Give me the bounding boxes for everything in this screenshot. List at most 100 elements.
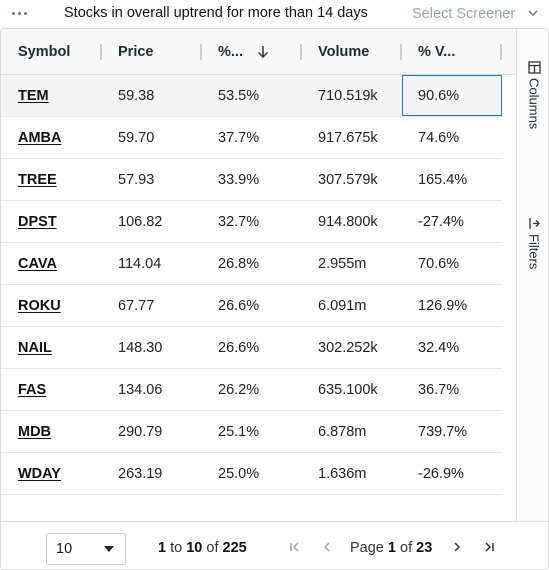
previous-page-button[interactable] (319, 539, 335, 555)
side-panel: Columns Filters (516, 29, 548, 521)
column-resize-handle[interactable] (200, 44, 202, 60)
cell-percent-change: 33.9% (218, 171, 260, 188)
cell-percent-change: 32.7% (218, 213, 260, 230)
column-resize-handle[interactable] (100, 44, 102, 60)
cell-volume-percent: 32.4% (418, 339, 460, 356)
column-header-volume-percent[interactable]: % V... (418, 29, 455, 75)
cell-volume-percent: 36.7% (418, 381, 460, 398)
cell-volume: 917.675k (318, 129, 378, 146)
chevron-down-icon (528, 10, 538, 17)
cell-volume: 2.955m (318, 255, 367, 272)
cell-volume: 6.878m (318, 423, 367, 440)
cell-price: 59.70 (118, 129, 155, 146)
row-to: 10 (186, 540, 203, 556)
cell-symbol[interactable]: TEM (18, 87, 49, 104)
caret-down-icon (104, 546, 114, 552)
cell-price: 59.38 (118, 87, 155, 104)
next-page-button[interactable] (449, 539, 465, 555)
cell-symbol[interactable]: FAS (18, 381, 47, 398)
cell-price: 57.93 (118, 171, 155, 188)
cell-volume: 307.579k (318, 171, 378, 188)
cell-percent-change: 25.0% (218, 465, 260, 482)
column-header-percent-change[interactable]: %... (218, 29, 269, 75)
column-header-price[interactable]: Price (118, 29, 153, 75)
page-total: 23 (416, 540, 433, 556)
select-screener-placeholder: Select Screener (412, 6, 516, 22)
cell-symbol[interactable]: NAIL (18, 339, 52, 356)
more-menu-icon[interactable] (6, 4, 32, 22)
cell-volume-percent: -26.9% (418, 465, 464, 482)
cell-volume: 710.519k (318, 87, 378, 104)
page-indicator: Page 1 of 23 (350, 540, 432, 556)
cell-symbol[interactable]: DPST (18, 213, 57, 230)
cell-volume-percent: 165.4% (418, 171, 468, 188)
cell-percent-change: 25.1% (218, 423, 260, 440)
cell-percent-change: 26.2% (218, 381, 260, 398)
first-page-button[interactable] (287, 539, 303, 555)
data-grid: Symbol Price %... Volume % V... TEM 59.38… (0, 28, 549, 570)
column-header-volume[interactable]: Volume (318, 29, 369, 75)
cell-percent-change: 53.5% (218, 87, 260, 104)
last-page-button[interactable] (481, 539, 497, 555)
columns-panel-button[interactable]: Columns (517, 61, 548, 130)
cell-symbol[interactable]: CAVA (18, 255, 57, 272)
page-size-select[interactable]: 10 (46, 533, 126, 565)
filters-panel-label: Filters (526, 234, 542, 270)
select-screener-dropdown[interactable]: Select Screener (405, 3, 545, 25)
grid-header: Symbol Price %... Volume % V... (1, 29, 516, 75)
row-total: 225 (222, 540, 247, 556)
cell-symbol[interactable]: AMBA (18, 129, 62, 146)
cell-price: 134.06 (118, 381, 163, 398)
cell-volume-percent: 739.7% (418, 423, 468, 440)
table-row[interactable]: WDAY 263.19 25.0% 1.636m -26.9% (1, 453, 502, 495)
focused-cell-outline (402, 75, 502, 116)
toolbar: Stocks in overall uptrend for more than … (0, 0, 549, 28)
cell-volume: 914.800k (318, 213, 378, 230)
table-row[interactable]: FAS 134.06 26.2% 635.100k 36.7% (1, 369, 502, 411)
cell-symbol[interactable]: WDAY (18, 465, 61, 482)
cell-percent-change: 26.8% (218, 255, 260, 272)
cell-price: 114.04 (118, 255, 162, 272)
to-word: to (170, 540, 183, 556)
cell-price: 106.82 (118, 213, 163, 230)
table-row[interactable]: TEM 59.38 53.5% 710.519k 90.6% (1, 75, 502, 117)
cell-volume-percent: 126.9% (418, 297, 468, 314)
column-resize-handle[interactable] (400, 44, 402, 60)
of-word: of (206, 540, 219, 556)
previous-page-icon (323, 542, 330, 552)
cell-symbol[interactable]: MDB (18, 423, 52, 440)
cell-volume: 302.252k (318, 339, 378, 356)
cell-volume-percent: 74.6% (418, 129, 460, 146)
columns-icon (527, 61, 541, 74)
cell-price: 263.19 (118, 465, 163, 482)
last-page-icon (485, 542, 494, 552)
column-header-label: %... (218, 44, 243, 60)
cell-volume-percent: 70.6% (418, 255, 460, 272)
filter-icon (528, 218, 540, 229)
column-header-label: Price (118, 44, 154, 60)
cell-volume: 1.636m (318, 465, 367, 482)
first-page-icon (290, 542, 299, 552)
table-row[interactable]: CAVA 114.04 26.8% 2.955m 70.6% (1, 243, 502, 285)
page-word: Page (350, 540, 384, 556)
column-resize-handle[interactable] (500, 44, 502, 60)
columns-panel-label: Columns (526, 78, 542, 130)
table-row[interactable]: TREE 57.93 33.9% 307.579k 165.4% (1, 159, 502, 201)
cell-symbol[interactable]: TREE (18, 171, 57, 188)
cell-symbol[interactable]: ROKU (18, 297, 61, 314)
column-header-label: Volume (318, 44, 370, 60)
sort-descending-icon (257, 46, 269, 59)
cell-volume: 6.091m (318, 297, 367, 314)
table-row[interactable]: MDB 290.79 25.1% 6.878m 739.7% (1, 411, 502, 453)
cell-price: 67.77 (118, 297, 155, 314)
table-row[interactable]: AMBA 59.70 37.7% 917.675k 74.6% (1, 117, 502, 159)
table-row[interactable]: ROKU 67.77 26.6% 6.091m 126.9% (1, 285, 502, 327)
table-row[interactable]: NAIL 148.30 26.6% 302.252k 32.4% (1, 327, 502, 369)
table-row[interactable]: DPST 106.82 32.7% 914.800k -27.4% (1, 201, 502, 243)
column-header-symbol[interactable]: Symbol (18, 29, 70, 75)
row-from: 1 (158, 540, 167, 556)
screener-title: Stocks in overall uptrend for more than … (64, 5, 368, 21)
column-resize-handle[interactable] (300, 44, 302, 60)
filters-panel-button[interactable]: Filters (517, 217, 548, 270)
column-header-label: % V... (418, 44, 456, 60)
